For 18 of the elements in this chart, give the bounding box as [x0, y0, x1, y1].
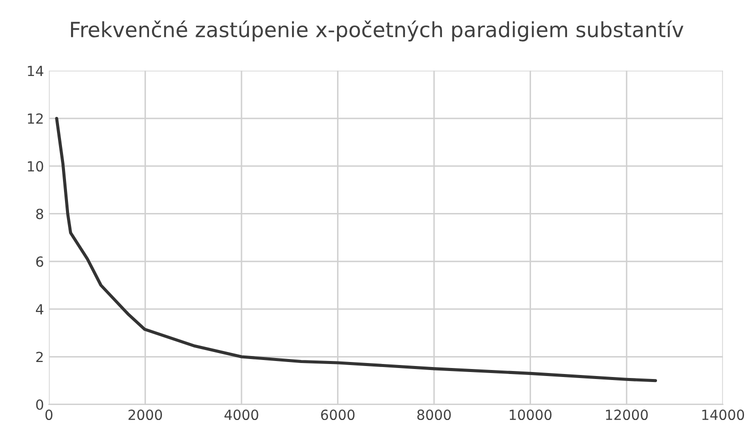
y-tick-label: 6: [36, 256, 44, 267]
x-tick-label: 0: [45, 410, 52, 420]
x-tick-label: 8000: [417, 410, 451, 420]
x-tick-label: 14000: [702, 410, 744, 420]
chart-title: Frekvenčné zastúpenie x-početných paradigiem substantív: [71, 20, 684, 42]
y-tick-label: 8: [36, 208, 44, 220]
y-tick-label: 12: [28, 113, 43, 124]
x-tick-label: 4000: [224, 410, 258, 420]
x-tick-label: 10000: [510, 410, 552, 420]
y-tick-label: 0: [36, 399, 44, 410]
y-tick-label: 2: [36, 352, 43, 362]
x-tick-label: 2000: [128, 410, 162, 420]
y-tick-label: 4: [36, 304, 44, 314]
y-tick-label: 14: [28, 66, 44, 76]
x-tick-label: 12000: [606, 410, 648, 420]
line-series: [55, 116, 658, 382]
x-tick-label: 6000: [321, 410, 355, 420]
y-tick-label: 10: [28, 161, 44, 172]
